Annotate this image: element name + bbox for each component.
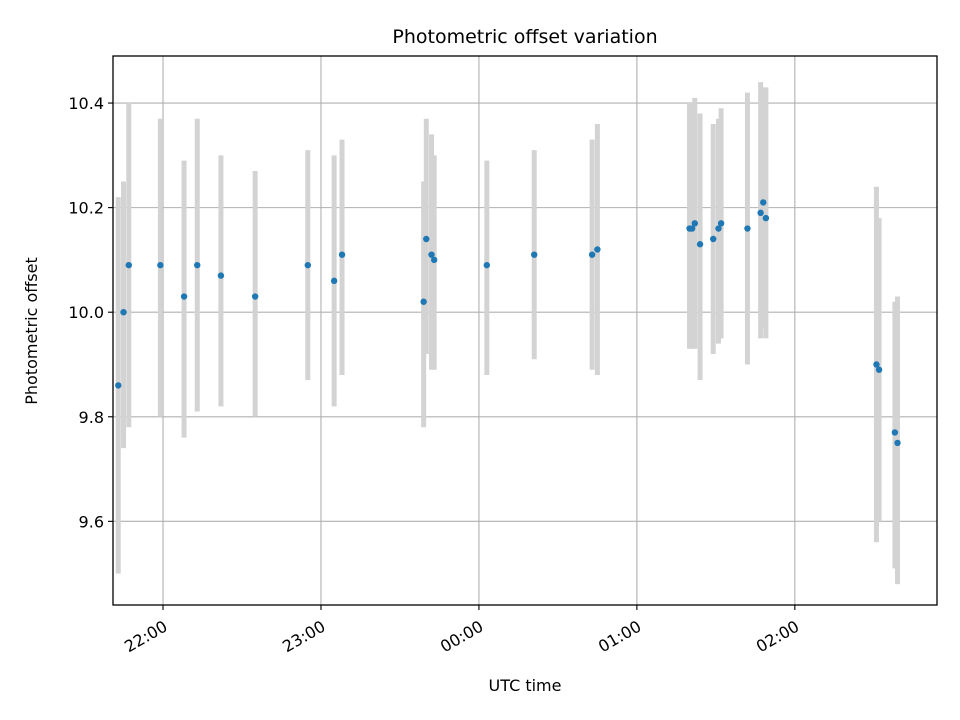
y-tick-label: 9.6 — [79, 512, 104, 531]
y-axis-ticks: 9.6 9.8 10.0 10.2 10.4 — [68, 94, 113, 531]
data-point — [330, 277, 338, 285]
data-point — [588, 251, 596, 258]
data-point — [710, 235, 717, 243]
grid-lines — [113, 56, 937, 605]
data-point — [691, 220, 699, 227]
data-point — [157, 261, 164, 269]
data-point — [873, 361, 880, 368]
data-point — [430, 256, 438, 264]
y-tick-label: 10.4 — [68, 94, 104, 113]
data-point — [760, 199, 767, 206]
data-point — [744, 225, 751, 232]
data-point — [483, 261, 491, 269]
data-point — [531, 251, 538, 258]
chart-title: Photometric offset variation — [392, 26, 657, 48]
data-point — [875, 366, 883, 373]
data-point — [125, 261, 132, 269]
data-point — [420, 298, 427, 305]
y-tick-label: 9.8 — [79, 408, 104, 427]
data-point — [762, 214, 770, 222]
data-point — [115, 382, 122, 389]
data-point — [696, 241, 704, 248]
data-point — [688, 225, 696, 232]
data-point — [180, 293, 188, 300]
data-point — [891, 429, 899, 436]
data-point — [715, 225, 722, 232]
data-point — [717, 220, 725, 227]
data-point — [428, 251, 435, 258]
data-point — [338, 251, 346, 258]
data-point — [894, 439, 901, 447]
y-tick-label: 10.0 — [68, 303, 104, 322]
plot-frame — [112, 55, 938, 606]
data-point — [757, 209, 764, 217]
x-axis-title: UTC time — [489, 676, 562, 695]
data-point — [251, 293, 259, 300]
y-axis-title: Photometric offset — [22, 257, 41, 405]
data-point — [304, 261, 312, 269]
data-point — [120, 309, 127, 316]
y-tick-label: 10.2 — [68, 199, 104, 218]
data-points — [115, 199, 901, 447]
data-point — [194, 261, 201, 269]
data-point — [594, 246, 601, 253]
data-point — [423, 235, 430, 243]
data-point — [217, 272, 225, 279]
